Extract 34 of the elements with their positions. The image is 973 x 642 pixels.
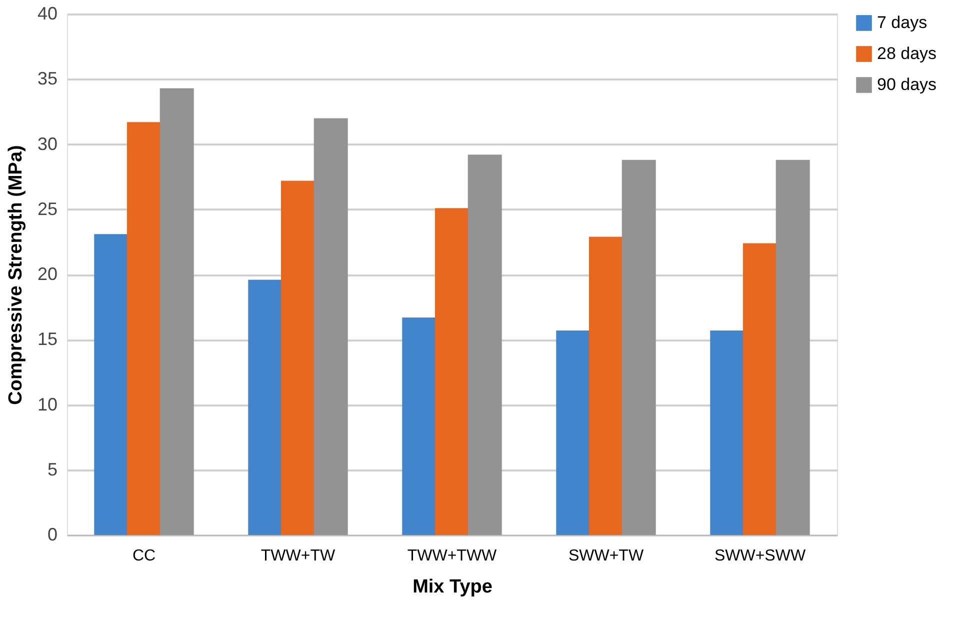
bar (776, 160, 810, 535)
bar (160, 88, 194, 535)
x-axis-title: Mix Type (412, 576, 492, 598)
x-tick-label: TWW+TW (260, 548, 336, 564)
bar (743, 243, 777, 535)
y-tick-label: 0 (47, 524, 58, 544)
bar (710, 330, 744, 535)
y-tick-label: 30 (37, 134, 58, 154)
bar (314, 118, 348, 535)
x-tick-label: SWW+TW (568, 548, 644, 564)
bar (622, 160, 656, 535)
bar (435, 208, 469, 535)
bar (281, 180, 315, 535)
y-tick-label: 25 (37, 198, 58, 219)
legend-label: 28 days (877, 44, 937, 63)
bar (94, 234, 128, 535)
bar (127, 122, 161, 535)
x-tick-label: SWW+SWW (714, 548, 806, 564)
y-tick-label: 20 (37, 264, 58, 284)
x-tick-label: TWW+TWW (407, 548, 498, 564)
y-tick-label: 35 (37, 68, 58, 89)
y-tick-label: 5 (47, 459, 58, 480)
bar (248, 280, 282, 535)
bar (468, 154, 502, 535)
y-axis-title: Compressive Strength (MPa) (5, 145, 26, 405)
bar (402, 317, 436, 535)
y-tick-label: 40 (37, 4, 58, 24)
bar (589, 236, 623, 535)
y-tick-label: 15 (37, 329, 58, 350)
bar (556, 330, 590, 535)
x-tick-label: CC (132, 548, 156, 564)
y-tick-label: 10 (37, 394, 58, 414)
legend-label: 90 days (877, 75, 937, 94)
legend-label: 7 days (877, 13, 928, 32)
